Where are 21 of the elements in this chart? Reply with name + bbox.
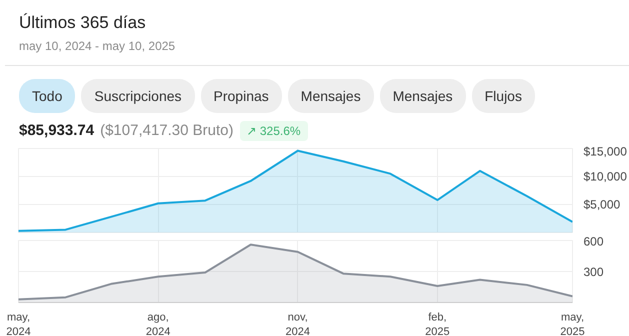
text: Mensajes <box>288 79 374 114</box>
x-tick-label: nov, 2024 <box>286 312 310 336</box>
y-tick-label: 300 <box>584 265 604 279</box>
x-tick-label: may, 2024 <box>6 312 31 336</box>
text: ↗ 325.6% <box>240 121 308 142</box>
y-tick-label: $15,000 <box>584 144 628 158</box>
chart-title: Últimos 365 días <box>19 12 147 34</box>
text: Flujos <box>472 79 535 114</box>
x-tick-label: feb, 2025 <box>425 312 450 336</box>
y-tick-label: 600 <box>584 234 604 248</box>
x-tick-label: may, 2025 <box>560 312 585 336</box>
x-tick-label: ago, 2024 <box>146 312 170 336</box>
text: Propinas <box>200 79 282 114</box>
text: Suscripciones <box>81 79 195 114</box>
y-tick-label: $10,000 <box>584 170 628 184</box>
chart-subtitle: may 10, 2024 - may 10, 2025 <box>19 38 176 56</box>
y-tick-label: $5,000 <box>584 198 621 212</box>
text: Mensajes <box>380 79 466 114</box>
text: Todo <box>19 79 76 114</box>
text: ($107,417.30 Bruto) <box>100 122 234 140</box>
text: $85,933.74 <box>19 122 94 140</box>
